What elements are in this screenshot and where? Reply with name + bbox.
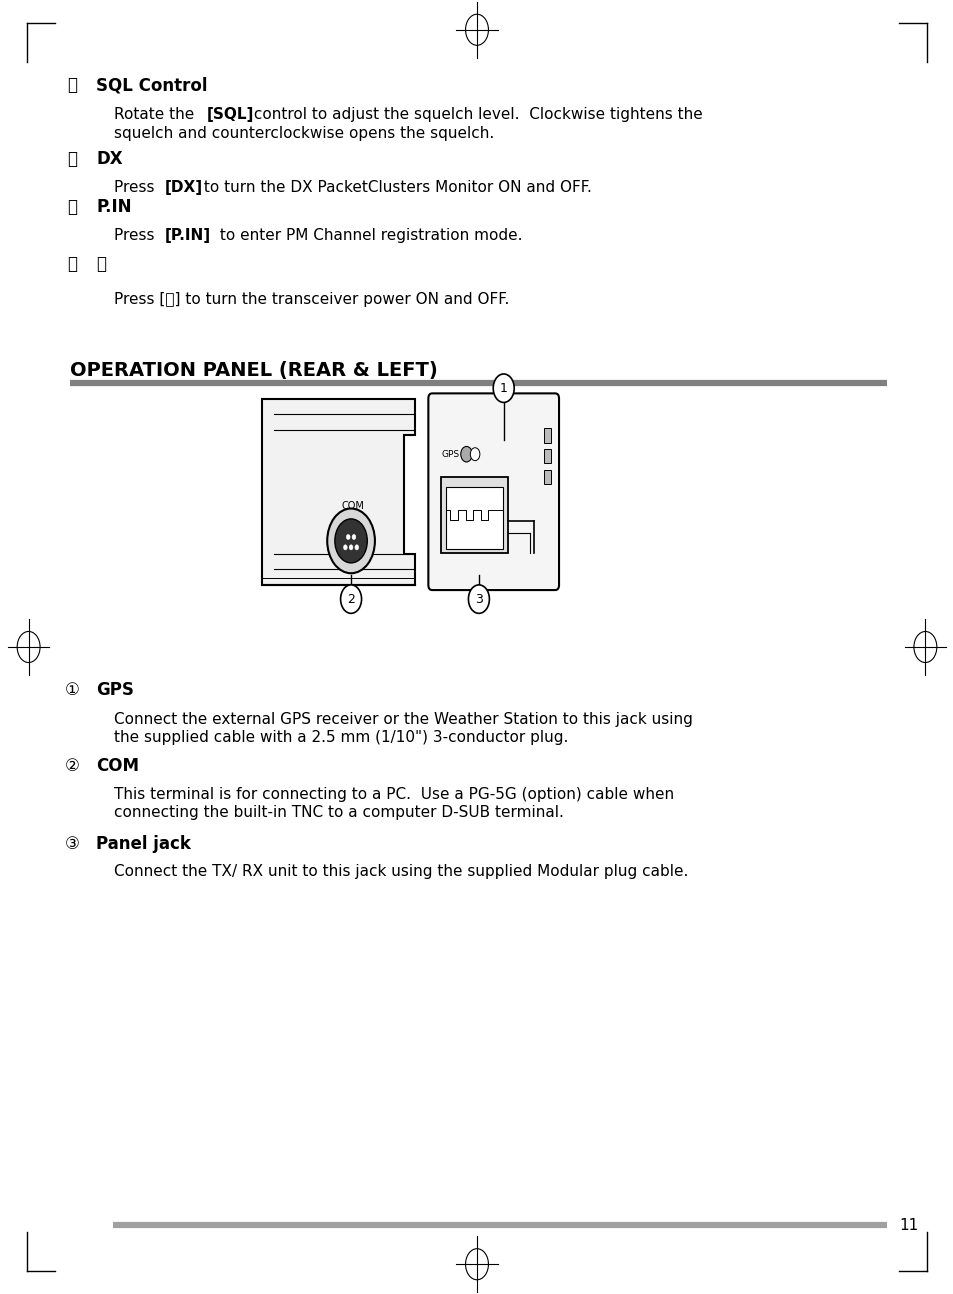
Circle shape (335, 519, 367, 563)
Text: control to adjust the squelch level.  Clockwise tightens the: control to adjust the squelch level. Clo… (249, 107, 702, 123)
Bar (543, 449, 551, 463)
Bar (543, 428, 551, 443)
Bar (445, 487, 502, 549)
Text: 2: 2 (347, 593, 355, 606)
Circle shape (327, 509, 375, 573)
Text: [SQL]: [SQL] (207, 107, 254, 123)
Text: 11: 11 (899, 1218, 918, 1233)
Text: to turn the DX PacketClusters Monitor ON and OFF.: to turn the DX PacketClusters Monitor ON… (198, 180, 591, 195)
Text: COM: COM (341, 501, 364, 511)
Circle shape (470, 448, 479, 461)
Bar (440, 477, 507, 553)
Circle shape (493, 374, 514, 402)
Circle shape (340, 585, 361, 613)
Bar (543, 470, 551, 484)
Text: Press: Press (114, 228, 160, 243)
Text: ⏻: ⏻ (96, 255, 106, 273)
Text: to enter PM Channel registration mode.: to enter PM Channel registration mode. (215, 228, 522, 243)
Text: OPERATION PANEL (REAR & LEFT): OPERATION PANEL (REAR & LEFT) (70, 361, 436, 379)
Text: This terminal is for connecting to a PC.  Use a PG-5G (option) cable when: This terminal is for connecting to a PC.… (114, 787, 674, 802)
Text: P.IN: P.IN (96, 198, 132, 216)
Text: 1: 1 (499, 382, 507, 395)
Text: ②: ② (65, 757, 80, 775)
Text: squelch and counterclockwise opens the squelch.: squelch and counterclockwise opens the s… (114, 126, 495, 141)
Text: ⑪: ⑪ (68, 76, 77, 94)
Text: Rotate the: Rotate the (114, 107, 199, 123)
Text: GPS: GPS (441, 450, 459, 458)
Text: the supplied cable with a 2.5 mm (1/10") 3-conductor plug.: the supplied cable with a 2.5 mm (1/10")… (114, 730, 568, 745)
FancyBboxPatch shape (428, 393, 558, 590)
Text: 3: 3 (475, 593, 482, 606)
Circle shape (468, 585, 489, 613)
Text: Panel jack: Panel jack (96, 835, 191, 853)
Circle shape (460, 446, 472, 462)
Text: SQL Control: SQL Control (96, 76, 208, 94)
Circle shape (349, 545, 353, 550)
Circle shape (346, 534, 350, 540)
Circle shape (355, 545, 358, 550)
Text: ⑫: ⑫ (68, 150, 77, 168)
Text: [DX]: [DX] (165, 180, 203, 195)
Polygon shape (262, 399, 415, 585)
Text: Press: Press (114, 180, 160, 195)
Circle shape (343, 545, 347, 550)
Text: COM: COM (96, 757, 139, 775)
Text: connecting the built-in TNC to a computer D-SUB terminal.: connecting the built-in TNC to a compute… (114, 805, 564, 820)
Text: ⑭: ⑭ (68, 255, 77, 273)
Text: Connect the external GPS receiver or the Weather Station to this jack using: Connect the external GPS receiver or the… (114, 712, 693, 727)
Text: DX: DX (96, 150, 123, 168)
Text: Connect the TX/ RX unit to this jack using the supplied Modular plug cable.: Connect the TX/ RX unit to this jack usi… (114, 864, 688, 880)
Text: ③: ③ (65, 835, 80, 853)
Text: GPS: GPS (96, 681, 134, 699)
Circle shape (352, 534, 355, 540)
Text: Press [⏻] to turn the transceiver power ON and OFF.: Press [⏻] to turn the transceiver power … (114, 292, 509, 308)
Text: ①: ① (65, 681, 80, 699)
Text: ⑬: ⑬ (68, 198, 77, 216)
Text: [P.IN]: [P.IN] (165, 228, 211, 243)
